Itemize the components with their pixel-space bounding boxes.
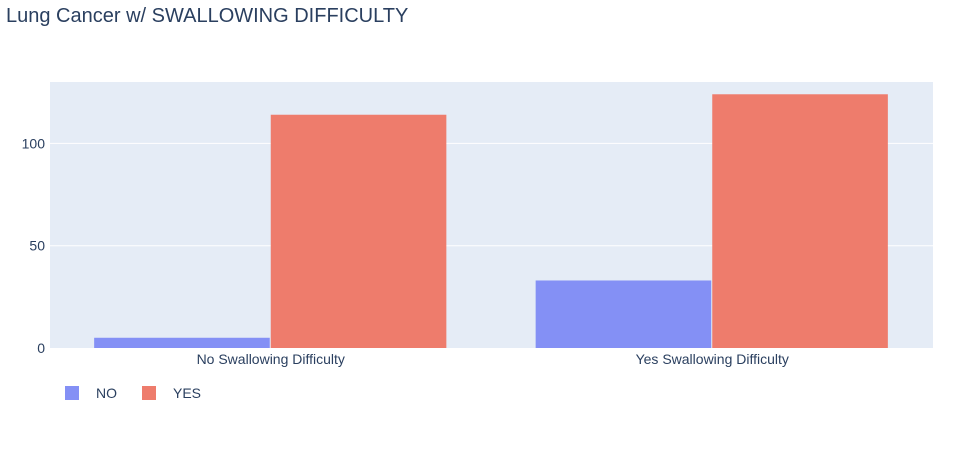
legend-label: NO xyxy=(96,385,117,401)
y-tick-label: 100 xyxy=(22,135,46,151)
x-tick-label: Yes Swallowing Difficulty xyxy=(636,351,789,367)
bars xyxy=(94,94,888,349)
legend-item-no[interactable]: NO xyxy=(65,385,117,401)
x-tick-label: No Swallowing Difficulty xyxy=(197,351,345,367)
legend-swatch xyxy=(142,386,156,400)
bar-no-2[interactable] xyxy=(535,280,712,348)
legend-swatch xyxy=(65,386,79,400)
legend: NO YES xyxy=(65,385,201,401)
y-tick-label: 50 xyxy=(29,238,45,254)
chart-title: Lung Cancer w/ SWALLOWING DIFFICULTY xyxy=(6,5,409,27)
legend-label: YES xyxy=(173,385,201,401)
x-axis-ticks: No Swallowing Difficulty Yes Swallowing D… xyxy=(197,351,789,367)
y-axis-ticks: 0 50 100 xyxy=(22,135,46,356)
y-tick-label: 0 xyxy=(37,340,45,356)
bar-no-1[interactable] xyxy=(94,337,270,348)
bar-yes-1[interactable] xyxy=(270,114,447,348)
bar-yes-2[interactable] xyxy=(712,94,888,349)
legend-item-yes[interactable]: YES xyxy=(142,385,201,401)
